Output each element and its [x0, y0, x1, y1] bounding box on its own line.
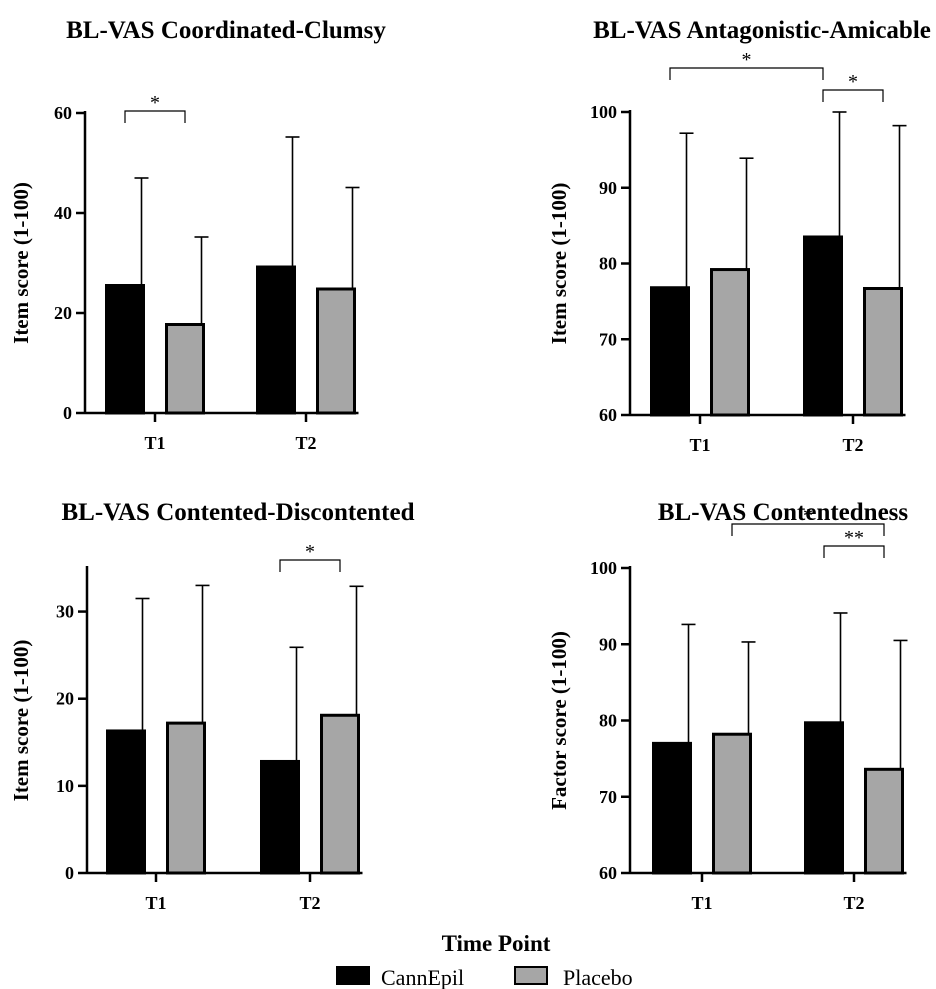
y-tick-label: 0 — [63, 403, 72, 423]
x-tick-label: T1 — [145, 893, 166, 913]
legend-swatch-placebo — [514, 966, 548, 985]
y-axis-label: Factor score (1-100) — [547, 631, 571, 810]
bar-cannepil-t1 — [650, 286, 690, 417]
y-axis-label: Item score (1-100) — [9, 640, 33, 802]
y-tick-label: 10 — [56, 776, 74, 796]
significance-label: ** — [844, 527, 864, 549]
y-tick-label: 60 — [599, 863, 617, 883]
significance-bracket — [822, 89, 884, 102]
legend-label-cannepil: CannEpil — [381, 965, 464, 989]
chart-title: BL-VAS Coordinated-Clumsy — [66, 17, 386, 44]
bar-placebo-t1 — [710, 268, 750, 417]
significance-label: * — [305, 541, 315, 563]
bar-cannepil-t2 — [803, 235, 843, 417]
chart-title: BL-VAS Contented-Discontented — [61, 499, 414, 526]
y-tick-label: 60 — [599, 405, 617, 425]
significance-bracket — [124, 110, 186, 123]
bar-placebo-t2 — [863, 286, 903, 417]
significance-bracket — [731, 523, 885, 536]
y-tick-label: 60 — [54, 103, 72, 123]
legend-label-placebo: Placebo — [563, 965, 633, 989]
y-tick-label: 80 — [599, 711, 617, 731]
legend: CannEpil Placebo — [336, 965, 633, 989]
x-tick-label: T1 — [691, 893, 712, 913]
bar-cannepil-t2 — [260, 759, 300, 875]
x-tick-label: T1 — [689, 435, 710, 455]
chart-panel-1: BL-VAS Coordinated-Clumsy Item score (1-1… — [9, 17, 386, 453]
shared-x-axis-label: Time Point — [442, 931, 551, 956]
chart-panel-3: BL-VAS Contented-Discontented Item score … — [9, 499, 415, 913]
chart-panel-2: BL-VAS Antagonistic-Amicable Item score (… — [547, 17, 931, 455]
significance-label: * — [803, 505, 813, 527]
significance-bracket — [669, 67, 824, 80]
bar-placebo-t2 — [316, 287, 356, 415]
y-tick-label: 0 — [65, 863, 74, 883]
significance-bracket — [279, 559, 341, 572]
y-tick-label: 20 — [54, 303, 72, 323]
y-axis-label: Item score (1-100) — [9, 182, 33, 344]
bar-cannepil-t1 — [105, 284, 145, 415]
bar-cannepil-t2 — [804, 721, 844, 875]
y-tick-label: 100 — [590, 558, 617, 578]
y-tick-label: 20 — [56, 689, 74, 709]
chart-title: BL-VAS Antagonistic-Amicable — [593, 17, 931, 44]
y-tick-label: 40 — [54, 203, 72, 223]
x-tick-label: T2 — [842, 435, 863, 455]
bar-placebo-t2 — [864, 767, 904, 875]
bar-placebo-t1 — [712, 732, 752, 875]
y-axis-label: Item score (1-100) — [547, 183, 571, 345]
bar-cannepil-t2 — [256, 265, 296, 415]
x-tick-label: T1 — [144, 433, 165, 453]
bar-cannepil-t1 — [106, 729, 146, 875]
significance-label: * — [150, 92, 160, 114]
y-tick-label: 90 — [599, 634, 617, 654]
y-tick-label: 30 — [56, 602, 74, 622]
chart-panel-4: BL-VAS Contentedness Factor score (1-100)… — [547, 499, 908, 913]
chart-panels: BL-VAS Coordinated-Clumsy Item score (1-1… — [9, 17, 931, 913]
significance-label: * — [742, 49, 752, 71]
y-tick-label: 70 — [599, 787, 617, 807]
chart-title: BL-VAS Contentedness — [658, 499, 909, 526]
significance-bracket — [823, 545, 885, 558]
bar-cannepil-t1 — [652, 741, 692, 875]
x-tick-label: T2 — [295, 433, 316, 453]
x-tick-label: T2 — [843, 893, 864, 913]
y-tick-label: 70 — [599, 329, 617, 349]
legend-swatch-cannepil — [336, 966, 370, 985]
y-tick-label: 100 — [590, 102, 617, 122]
y-tick-label: 90 — [599, 178, 617, 198]
bar-placebo-t1 — [166, 721, 206, 875]
bar-placebo-t1 — [165, 323, 205, 415]
significance-label: * — [848, 71, 858, 93]
x-tick-label: T2 — [299, 893, 320, 913]
y-tick-label: 80 — [599, 254, 617, 274]
bar-placebo-t2 — [320, 713, 360, 875]
